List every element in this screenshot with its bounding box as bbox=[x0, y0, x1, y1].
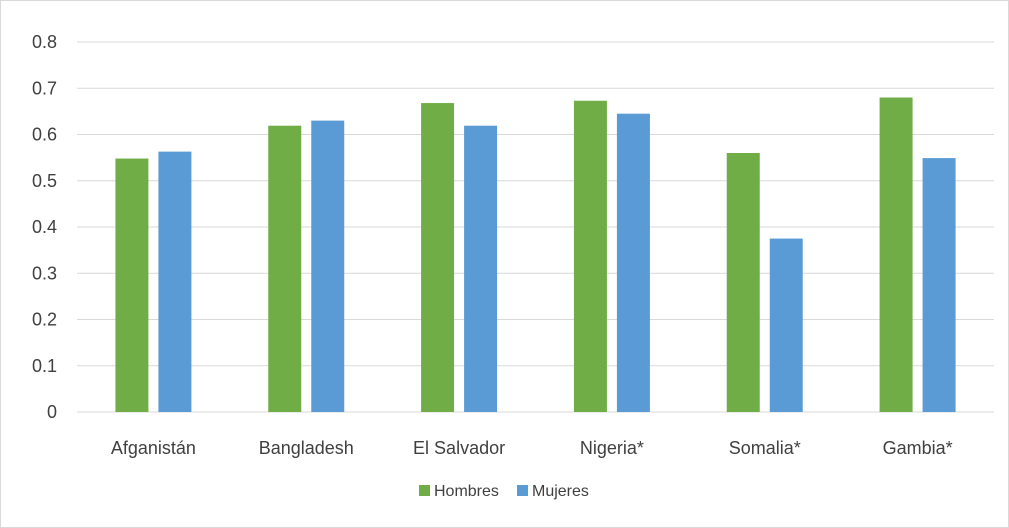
bar-hombres-2 bbox=[421, 103, 455, 413]
bar-mujeres-5 bbox=[922, 158, 956, 412]
x-category-label: Somalia* bbox=[729, 438, 801, 458]
bar-hombres-5 bbox=[879, 97, 913, 412]
bar-mujeres-0 bbox=[158, 151, 192, 413]
y-tick-label: 0.7 bbox=[32, 78, 57, 98]
bar-hombres-4 bbox=[726, 153, 760, 412]
bar-hombres-1 bbox=[268, 125, 302, 413]
legend-swatch-mujeres bbox=[517, 485, 528, 496]
x-category-label: El Salvador bbox=[413, 438, 505, 458]
x-category-label: Afganistán bbox=[111, 438, 196, 458]
y-tick-label: 0 bbox=[47, 402, 57, 422]
bar-hombres-0 bbox=[115, 158, 149, 412]
bar-mujeres-2 bbox=[464, 125, 498, 413]
bar-mujeres-4 bbox=[769, 238, 803, 412]
legend-swatch-hombres bbox=[419, 485, 430, 496]
x-category-label: Gambia* bbox=[883, 438, 953, 458]
bar-hombres-3 bbox=[573, 100, 607, 413]
x-axis-categories: Afganistán Bangladesh El Salvador Nigeria* S… bbox=[111, 438, 953, 458]
y-tick-label: 0.4 bbox=[32, 217, 57, 237]
legend: Hombres Mujeres bbox=[419, 483, 589, 500]
y-tick-label: 0.1 bbox=[32, 356, 57, 376]
legend-label-mujeres: Mujeres bbox=[532, 483, 589, 500]
bar-mujeres-3 bbox=[616, 113, 650, 412]
y-tick-label: 0.6 bbox=[32, 125, 57, 145]
y-axis-ticks: 0 0.1 0.2 0.3 0.4 0.5 0.6 0.7 0.8 bbox=[32, 32, 57, 422]
y-tick-label: 0.3 bbox=[32, 263, 57, 283]
bars bbox=[115, 97, 956, 413]
bar-mujeres-1 bbox=[311, 120, 345, 412]
y-tick-label: 0.8 bbox=[32, 32, 57, 52]
y-tick-label: 0.2 bbox=[32, 310, 57, 330]
legend-label-hombres: Hombres bbox=[434, 483, 499, 500]
gridlines bbox=[77, 41, 994, 413]
x-category-label: Bangladesh bbox=[259, 438, 354, 458]
x-category-label: Nigeria* bbox=[580, 438, 644, 458]
y-tick-label: 0.5 bbox=[32, 171, 57, 191]
